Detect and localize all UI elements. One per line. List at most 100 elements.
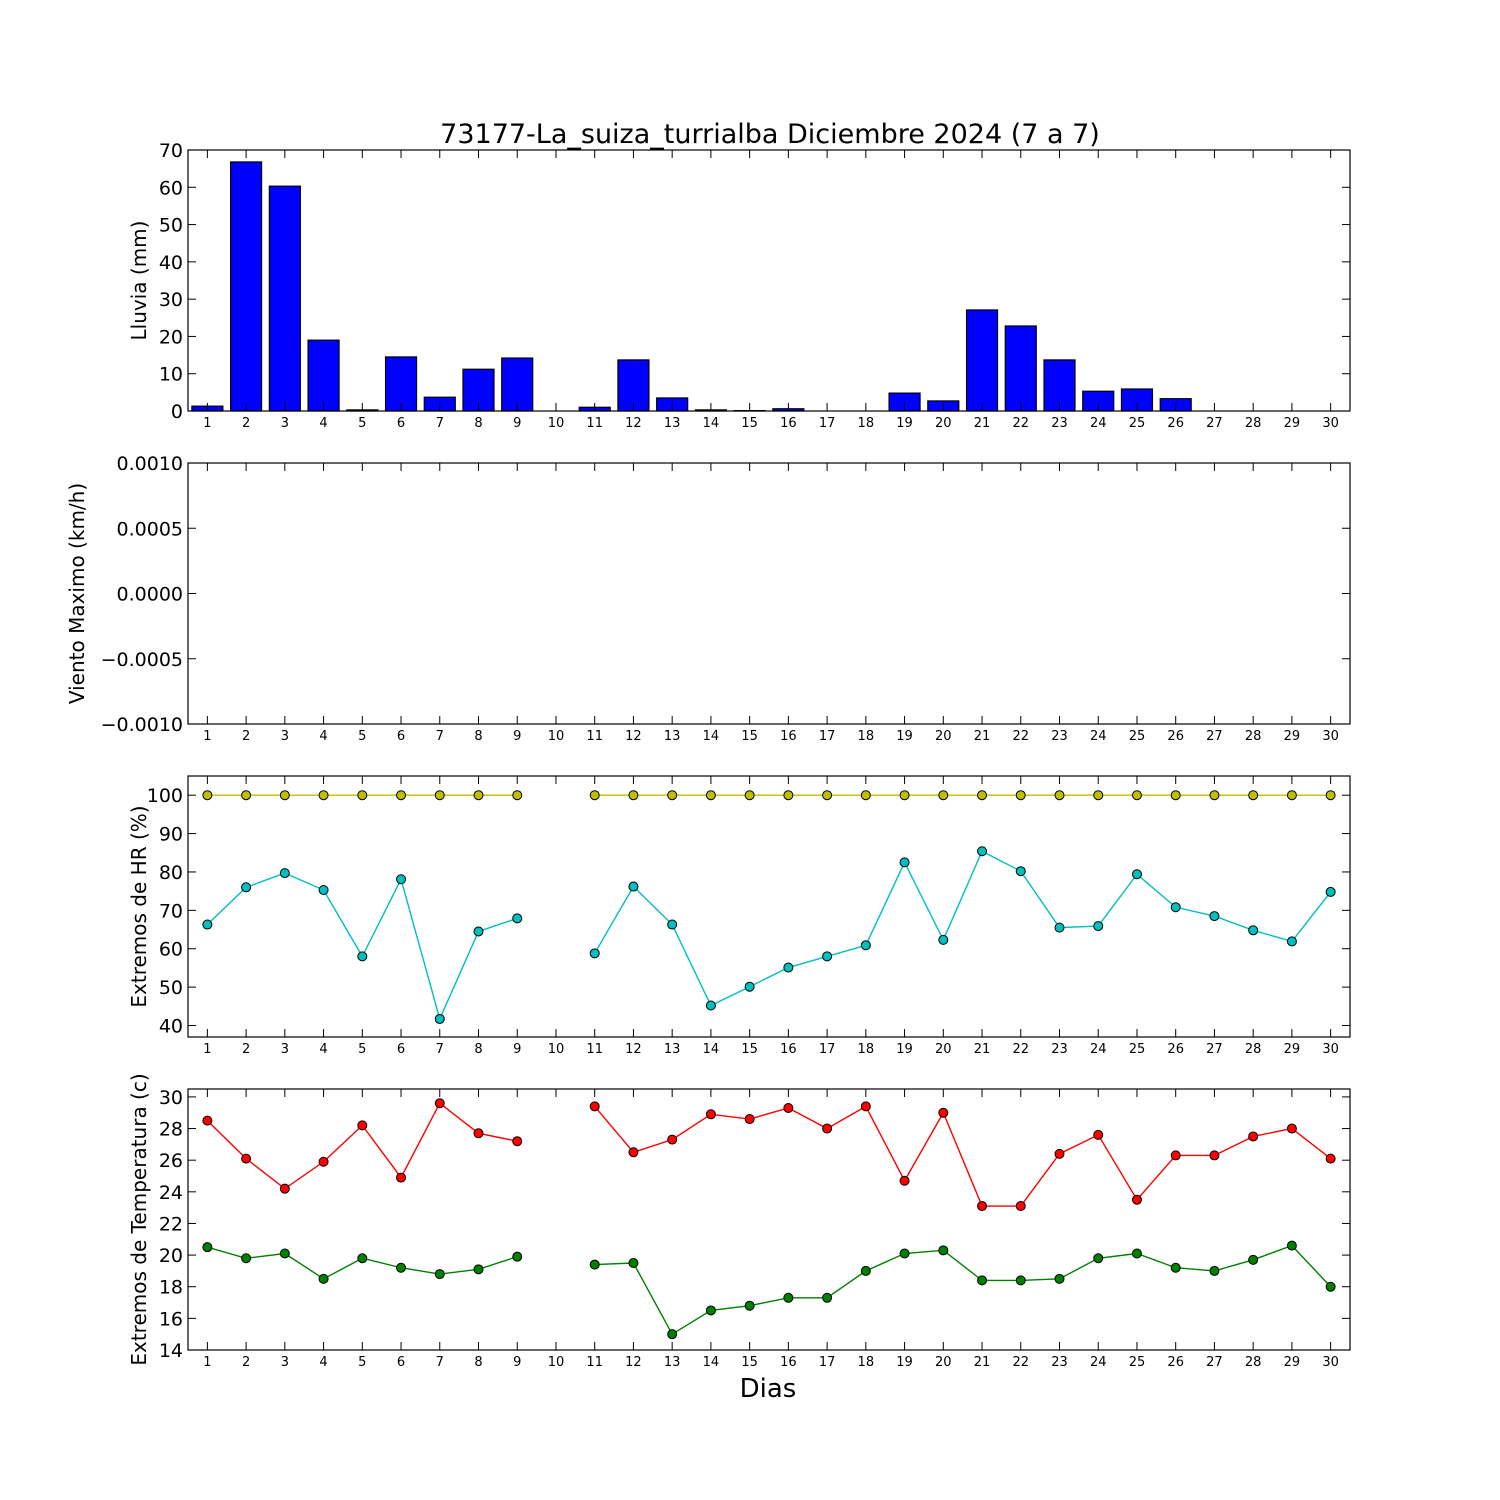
x-tick-label-day-8: 8 [474, 729, 482, 744]
x-tick-label-day-16: 16 [780, 1355, 797, 1370]
x-tick-label-day-19: 19 [896, 1042, 913, 1057]
x-tick-label-day-11: 11 [586, 416, 603, 431]
y-tick-label: 30 [159, 289, 183, 311]
series-2-point-day-30 [1325, 886, 1336, 897]
series-2-point-day-24 [1093, 921, 1104, 932]
x-tick-label-day-22: 22 [1012, 729, 1029, 744]
x-tick-label-day-15: 15 [741, 729, 758, 744]
series-2-point-day-14 [705, 1000, 716, 1011]
series-2-point-day-19 [899, 1248, 910, 1259]
x-tick-label-day-28: 28 [1245, 1042, 1262, 1057]
x-tick-label-day-4: 4 [319, 416, 327, 431]
series-2-point-day-26 [1170, 902, 1181, 913]
x-tick-label-day-22: 22 [1012, 1042, 1029, 1057]
series-1-point-day-3 [279, 790, 290, 801]
series-1-point-day-24 [1093, 1129, 1104, 1140]
x-tick-label-day-23: 23 [1051, 1355, 1068, 1370]
x-tick-label-day-2: 2 [242, 416, 250, 431]
x-tick-label-day-14: 14 [703, 416, 720, 431]
x-tick-label-day-23: 23 [1051, 416, 1068, 431]
series-2-point-day-21 [977, 846, 988, 857]
x-tick-label-day-3: 3 [281, 729, 289, 744]
x-tick-label-day-27: 27 [1206, 416, 1223, 431]
x-tick-label-day-14: 14 [703, 1355, 720, 1370]
series-1-point-day-8 [473, 790, 484, 801]
series-1-point-day-9 [512, 1136, 523, 1147]
series-2-point-day-17 [822, 951, 833, 962]
x-tick-label-day-4: 4 [319, 729, 327, 744]
y-tick-label: 40 [159, 252, 183, 274]
x-tick-label-day-18: 18 [858, 729, 875, 744]
x-tick-label-day-1: 1 [203, 729, 211, 744]
series-1-point-day-19 [899, 790, 910, 801]
series-1-point-day-8 [473, 1128, 484, 1139]
series-1-point-day-25 [1131, 790, 1142, 801]
x-tick-label-day-10: 10 [548, 416, 565, 431]
x-tick-label-day-29: 29 [1284, 416, 1301, 431]
x-tick-label-day-11: 11 [586, 1355, 603, 1370]
x-tick-label-day-27: 27 [1206, 1355, 1223, 1370]
series-2-point-day-18 [860, 1265, 871, 1276]
x-tick-label-day-21: 21 [974, 729, 991, 744]
x-tick-label-day-6: 6 [397, 729, 405, 744]
series-2-point-day-27 [1209, 1265, 1220, 1276]
y-tick-label: 26 [159, 1150, 183, 1172]
series-2-point-day-13 [667, 1329, 678, 1340]
x-tick-label-day-19: 19 [896, 416, 913, 431]
series-1-point-day-11 [589, 790, 600, 801]
x-tick-label-day-7: 7 [436, 729, 444, 744]
axes-frame [187, 462, 1351, 725]
x-tick-label-day-6: 6 [397, 1355, 405, 1370]
series-1-point-day-14 [705, 1109, 716, 1120]
series-2-point-day-3 [279, 1248, 290, 1259]
series-2-point-day-12 [628, 881, 639, 892]
series-1-point-day-14 [705, 790, 716, 801]
series-2-line-1 [206, 872, 518, 1022]
x-tick-label-day-15: 15 [741, 1355, 758, 1370]
series-2-point-day-17 [822, 1292, 833, 1303]
x-tick-label-day-3: 3 [281, 1042, 289, 1057]
bar-day-21 [965, 309, 999, 412]
x-tick-label-day-5: 5 [358, 1042, 366, 1057]
series-1-point-day-23 [1054, 1148, 1065, 1159]
x-tick-label-day-27: 27 [1206, 1042, 1223, 1057]
series-2-point-day-22 [1015, 1275, 1026, 1286]
x-tick-label-day-23: 23 [1051, 729, 1068, 744]
x-tick-label-day-12: 12 [625, 416, 642, 431]
series-1-point-day-6 [396, 790, 407, 801]
series-1-point-day-3 [279, 1183, 290, 1194]
y-tick-label: −0.0010 [101, 714, 183, 736]
x-tick-label-day-1: 1 [203, 416, 211, 431]
axes-frame [187, 149, 1351, 412]
x-tick-label-day-7: 7 [436, 1355, 444, 1370]
x-tick-label-day-7: 7 [436, 1042, 444, 1057]
x-tick-label-day-12: 12 [625, 1042, 642, 1057]
x-tick-label-day-26: 26 [1167, 729, 1184, 744]
series-2-point-day-25 [1131, 1248, 1142, 1259]
series-1-point-day-12 [628, 790, 639, 801]
x-tick-label-day-10: 10 [548, 729, 565, 744]
series-2-point-day-18 [860, 940, 871, 951]
series-2-point-day-24 [1093, 1253, 1104, 1264]
series-2-point-day-19 [899, 857, 910, 868]
series-2-point-day-7 [434, 1269, 445, 1280]
series-1-point-day-29 [1286, 1123, 1297, 1134]
x-tick-label-day-6: 6 [397, 1042, 405, 1057]
series-1-point-day-16 [783, 790, 794, 801]
y-tick-label: 40 [159, 1015, 183, 1037]
series-2-point-day-9 [512, 1251, 523, 1262]
series-1-point-day-6 [396, 1172, 407, 1183]
series-2-point-day-30 [1325, 1281, 1336, 1292]
series-1-point-day-15 [744, 1114, 755, 1125]
y-tick-label: 20 [159, 326, 183, 348]
x-tick-label-day-19: 19 [896, 729, 913, 744]
series-1-point-day-2 [241, 1153, 252, 1164]
x-tick-label-day-25: 25 [1129, 729, 1146, 744]
x-tick-label-day-8: 8 [474, 416, 482, 431]
x-tick-label-day-2: 2 [242, 1355, 250, 1370]
y-tick-label: 50 [159, 215, 183, 237]
series-1-point-day-1 [202, 1115, 213, 1126]
x-tick-label-day-18: 18 [858, 1355, 875, 1370]
series-1-point-day-23 [1054, 790, 1065, 801]
